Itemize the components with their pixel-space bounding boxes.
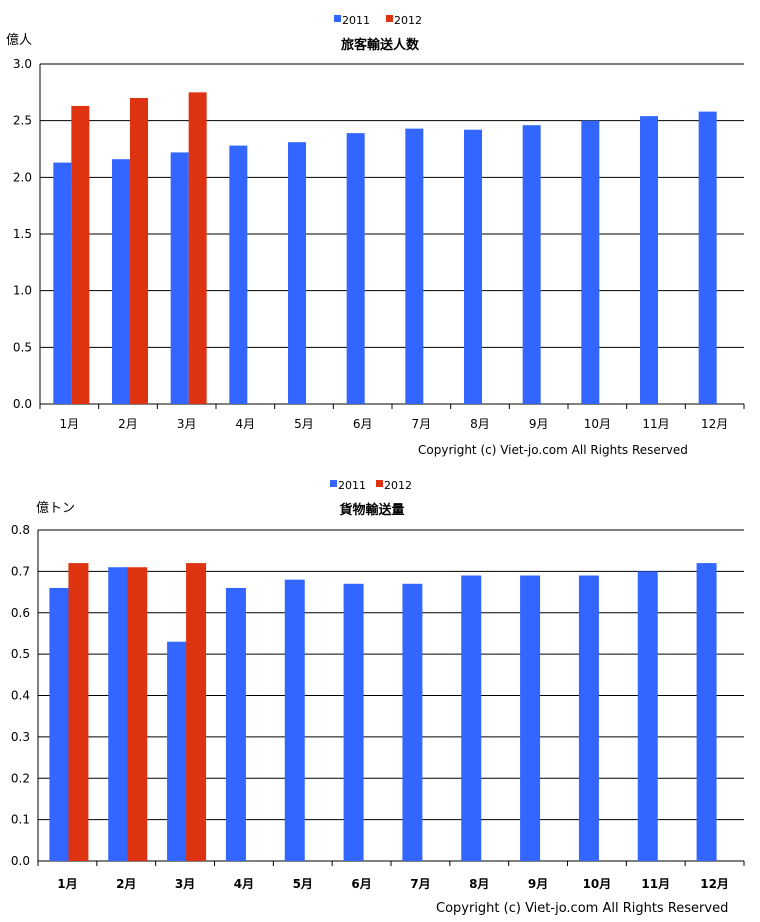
x-tick-label: 3月 bbox=[177, 417, 197, 431]
legend-swatch-2012 bbox=[386, 15, 393, 22]
chart-title: 貨物輸送量 bbox=[339, 502, 404, 518]
y-tick-label: 2.5 bbox=[13, 114, 32, 128]
legend-label-2012: 2012 bbox=[384, 479, 412, 492]
legend-label-2012: 2012 bbox=[394, 14, 422, 27]
bar-2011-7月 bbox=[402, 583, 423, 861]
x-tick-label: 7月 bbox=[410, 877, 430, 891]
legend-swatch-2012 bbox=[376, 480, 383, 487]
bars bbox=[49, 563, 717, 861]
x-tick-label: 11月 bbox=[642, 417, 669, 431]
y-tick-label: 0.5 bbox=[11, 647, 30, 661]
y-tick-labels: 0.0 0.1 0.2 0.3 0.4 0.5 0.6 0.7 0.8 bbox=[11, 523, 30, 868]
bar-2011-6月 bbox=[346, 133, 365, 404]
bar-2011-12月 bbox=[698, 111, 717, 404]
gridlines bbox=[37, 529, 745, 866]
bar-2011-4月 bbox=[229, 145, 248, 404]
bar-2011-8月 bbox=[461, 575, 482, 861]
bar-2011-9月 bbox=[522, 125, 541, 404]
bar-2012-3月 bbox=[186, 563, 207, 861]
legend-label-2011: 2011 bbox=[338, 479, 366, 492]
x-tick-label: 4月 bbox=[234, 877, 254, 891]
bar-2011-12月 bbox=[696, 563, 717, 861]
bar-2012-2月 bbox=[130, 98, 148, 404]
bar-2011-10月 bbox=[578, 575, 599, 861]
gridlines bbox=[39, 63, 745, 409]
bar-2011-2月 bbox=[112, 159, 130, 404]
y-tick-label: 0.8 bbox=[11, 523, 30, 537]
y-tick-label: 1.5 bbox=[13, 227, 32, 241]
legend-label-2011: 2011 bbox=[342, 14, 370, 27]
bar-2012-1月 bbox=[68, 563, 89, 861]
x-tick-label: 11月 bbox=[641, 877, 670, 891]
copyright-text: Copyright (c) Viet-jo.com All Rights Res… bbox=[418, 443, 688, 457]
bar-2012-1月 bbox=[71, 105, 90, 404]
x-tick-label: 6月 bbox=[353, 417, 373, 431]
y-tick-label: 0.7 bbox=[11, 564, 30, 578]
x-tick-label: 2月 bbox=[118, 417, 138, 431]
x-tick-label: 3月 bbox=[175, 877, 195, 891]
y-axis-unit: 億トン bbox=[36, 500, 75, 516]
bar-2011-7月 bbox=[405, 128, 424, 404]
x-tick-labels: 1月 2月 3月 4月 5月 6月 7月 8月 9月 10月 11月 12月 bbox=[60, 417, 729, 431]
bar-2011-11月 bbox=[637, 571, 658, 861]
y-tick-label: 0.2 bbox=[11, 771, 30, 785]
bar-2011-3月 bbox=[167, 641, 188, 861]
copyright-text: Copyright (c) Viet-jo.com All Rights Res… bbox=[436, 901, 728, 916]
x-tick-labels: 1月 2月 3月 4月 5月 6月 7月 8月 9月 10月 11月 12月 bbox=[57, 877, 729, 891]
bar-2011-5月 bbox=[288, 142, 306, 404]
x-tick-label: 12月 bbox=[700, 877, 729, 891]
bars bbox=[53, 92, 717, 405]
y-tick-label: 0.5 bbox=[13, 340, 32, 354]
bar-2011-10月 bbox=[581, 120, 600, 405]
bar-2011-1月 bbox=[49, 587, 70, 861]
y-axis-unit: 億人 bbox=[6, 32, 32, 48]
y-tick-label: 2.0 bbox=[13, 170, 32, 184]
x-tick-label: 1月 bbox=[57, 877, 77, 891]
y-tick-label: 0.1 bbox=[11, 813, 30, 827]
x-tick-label: 12月 bbox=[701, 417, 728, 431]
bar-2012-3月 bbox=[188, 92, 207, 404]
bar-2011-1月 bbox=[53, 162, 72, 404]
x-tick-label: 8月 bbox=[469, 877, 489, 891]
x-tick-label: 8月 bbox=[470, 417, 490, 431]
bar-2011-11月 bbox=[640, 116, 658, 404]
x-tick-label: 9月 bbox=[528, 877, 548, 891]
bar-2011-9月 bbox=[520, 575, 541, 861]
bar-2012-2月 bbox=[127, 567, 148, 861]
bar-2011-5月 bbox=[284, 579, 305, 861]
x-tick-label: 9月 bbox=[529, 417, 549, 431]
legend-swatch-2011 bbox=[334, 15, 341, 22]
y-tick-label: 0.3 bbox=[11, 730, 30, 744]
y-tick-label: 0.4 bbox=[11, 689, 30, 703]
x-tick-label: 1月 bbox=[60, 417, 80, 431]
y-tick-labels: 0.0 0.5 1.0 1.5 2.0 2.5 3.0 bbox=[13, 57, 32, 411]
x-tick-label: 10月 bbox=[584, 417, 611, 431]
x-tick-label: 5月 bbox=[293, 877, 313, 891]
legend-swatch-2011 bbox=[330, 480, 337, 487]
bar-2011-3月 bbox=[170, 152, 189, 404]
y-tick-label: 3.0 bbox=[13, 57, 32, 71]
x-tick-label: 4月 bbox=[236, 417, 256, 431]
x-tick-label: 2月 bbox=[116, 877, 136, 891]
bar-2011-6月 bbox=[343, 583, 364, 861]
x-tick-label: 7月 bbox=[412, 417, 432, 431]
y-tick-label: 0.6 bbox=[11, 606, 30, 620]
chart-title: 旅客輸送人数 bbox=[341, 37, 420, 53]
x-tick-label: 5月 bbox=[294, 417, 314, 431]
y-tick-label: 1.0 bbox=[13, 284, 32, 298]
chart-freight: 2011 2012 貨物輸送量 億トン 0.00.10.20.30.40.50.… bbox=[11, 479, 745, 916]
y-tick-label: 0.0 bbox=[13, 397, 32, 411]
y-tick-label: 0.0 bbox=[11, 854, 30, 868]
x-tick-label: 6月 bbox=[351, 877, 371, 891]
bar-2011-2月 bbox=[108, 567, 129, 861]
bar-2011-4月 bbox=[225, 587, 246, 861]
chart-passenger: 2011 2012 旅客輸送人数 億人 0.0 0.5 1.0 1.5 2.0 2.5 3.… bbox=[6, 14, 745, 457]
x-tick-label: 10月 bbox=[583, 877, 612, 891]
bar-2011-8月 bbox=[464, 129, 482, 404]
